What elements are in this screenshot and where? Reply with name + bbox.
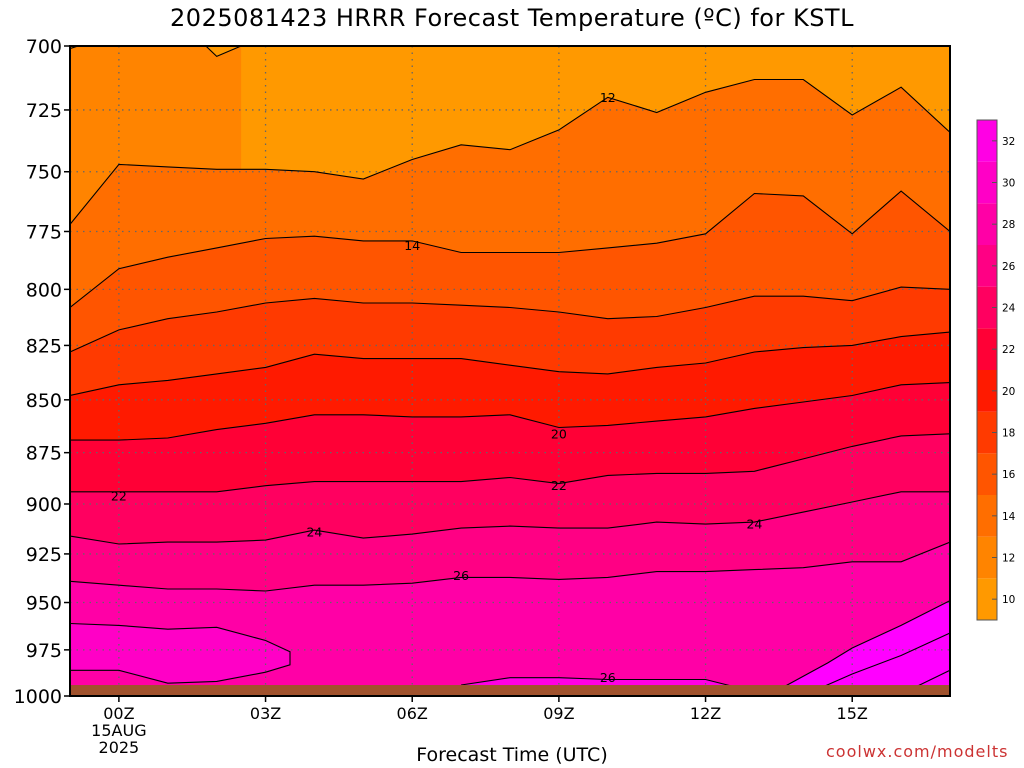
colorbar-tick-label: 10 <box>1002 594 1015 606</box>
y-tick-label: 700 <box>26 36 62 58</box>
chart-title: 2025081423 HRRR Forecast Temperature (ºC… <box>170 4 854 32</box>
colorbar-tick-label: 32 <box>1002 136 1015 148</box>
x-tick-label: 12Z <box>690 704 721 723</box>
contour-line <box>70 382 950 441</box>
colorbar-tick-label: 24 <box>1002 303 1016 315</box>
colorbar-tick-label: 22 <box>1002 344 1015 356</box>
x-tick-label: 06Z <box>397 704 428 723</box>
contour-line <box>822 632 950 688</box>
contour-label: 24 <box>746 517 762 532</box>
x-tick-label: 03Z <box>250 704 281 723</box>
colorbar-segment <box>977 370 997 412</box>
ground-layer <box>70 685 950 696</box>
y-tick-label: 975 <box>26 640 62 662</box>
contour-labels: 12 14 20 22 22 24 24 26 26 <box>111 90 763 685</box>
contour-label: 26 <box>600 670 616 685</box>
colorbar-segment <box>977 578 997 620</box>
y-tick-label: 900 <box>26 494 62 516</box>
colorbar-tick-label: 16 <box>1002 469 1016 481</box>
colorbar-segment <box>977 536 997 579</box>
colorbar-tick-label: 26 <box>1002 261 1016 273</box>
colorbar-segment <box>977 203 997 245</box>
temperature-fill-layer <box>70 46 950 696</box>
contour-lines <box>70 46 950 688</box>
contour-line <box>70 622 291 684</box>
colorbar-tick-label: 12 <box>1002 553 1015 565</box>
colorbar-tick-label: 30 <box>1002 178 1015 190</box>
colorbar-segment <box>977 495 997 537</box>
x-tick-label: 09Z <box>543 704 574 723</box>
contour-label: 14 <box>404 238 420 253</box>
x-tick-label: 15Z <box>837 704 868 723</box>
y-tick-label: 725 <box>26 100 62 122</box>
contour-line <box>915 669 950 688</box>
y-tick-label: 825 <box>26 335 62 357</box>
colorbar: 10 12 14 16 18 20 22 24 26 28 30 32 <box>976 119 1016 621</box>
y-tick-label: 750 <box>26 162 62 184</box>
colorbar-frame <box>976 119 998 621</box>
colorbar-tick-label: 18 <box>1002 428 1015 440</box>
plot-frame <box>69 45 951 697</box>
y-tick-label: 775 <box>26 221 62 243</box>
fill-band <box>70 623 290 684</box>
colorbar-segment <box>977 328 997 370</box>
y-axis: 700 725 750 775 800 825 850 875 900 925 950 975 1000 <box>14 36 70 708</box>
colorbar-segment <box>977 120 997 162</box>
contour-line <box>783 600 950 688</box>
contour-label: 12 <box>600 90 616 105</box>
y-tick-label: 800 <box>26 279 62 301</box>
contour-label: 20 <box>551 426 567 441</box>
contour-label: 26 <box>453 568 469 583</box>
contour-line <box>70 433 950 493</box>
grid-lines <box>70 46 950 696</box>
y-tick-label: 875 <box>26 443 62 465</box>
y-tick-label: 1000 <box>14 686 62 708</box>
watermark-link[interactable]: coolwx.com/modelts <box>826 742 1009 761</box>
ground-surface <box>70 685 950 696</box>
x-axis-title: Forecast Time (UTC) <box>416 744 608 766</box>
contour-label: 24 <box>306 525 322 540</box>
x-tick-date-label: 2025 <box>99 738 140 757</box>
contour-line <box>70 190 950 308</box>
contour-line <box>70 286 950 353</box>
colorbar-segment <box>977 453 997 495</box>
y-tick-label: 925 <box>26 544 62 566</box>
x-tick-label: 00Z <box>103 704 134 723</box>
y-tick-label: 850 <box>26 390 62 412</box>
contour-line <box>70 491 950 545</box>
colorbar-segment <box>977 286 997 329</box>
colorbar-segment <box>977 411 997 454</box>
y-tick-label: 950 <box>26 593 62 615</box>
colorbar-segment <box>977 245 997 287</box>
colorbar-segment <box>977 161 997 204</box>
contour-line <box>70 78 950 225</box>
colorbar-tick-label: 28 <box>1002 219 1015 231</box>
fill-band <box>822 633 950 696</box>
contour-line <box>461 677 736 688</box>
x-tick-date-label: 15AUG <box>91 721 146 740</box>
contour-line <box>70 46 242 58</box>
colorbar-tick-label: 14 <box>1002 511 1016 523</box>
contour-label: 22 <box>551 478 567 493</box>
contour-label: 22 <box>111 488 127 503</box>
colorbar-tick-label: 20 <box>1002 386 1015 398</box>
contour-line <box>70 541 950 592</box>
contour-line <box>70 331 950 397</box>
